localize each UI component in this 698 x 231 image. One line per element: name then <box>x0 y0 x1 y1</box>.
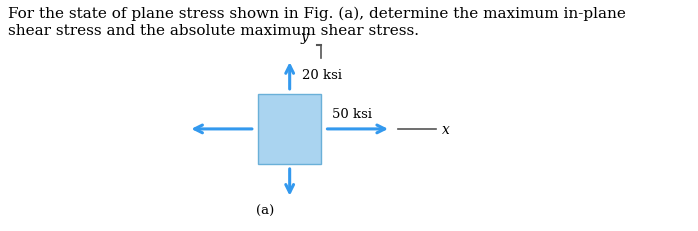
Text: (a): (a) <box>256 204 274 217</box>
Text: For the state of plane stress shown in Fig. (a), determine the maximum in-plane
: For the state of plane stress shown in F… <box>8 7 626 37</box>
Text: x: x <box>442 122 450 136</box>
Bar <box>258 95 321 164</box>
Text: 20 ksi: 20 ksi <box>302 69 342 82</box>
Text: 50 ksi: 50 ksi <box>332 108 371 121</box>
Text: y: y <box>301 30 309 44</box>
